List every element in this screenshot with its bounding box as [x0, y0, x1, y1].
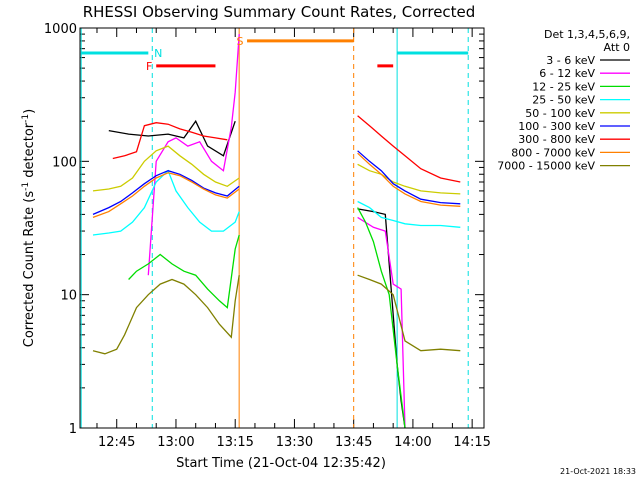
x-axis-label: Start Time (21-Oct-04 12:35:42) [176, 456, 386, 471]
series-line-5 [357, 150, 461, 205]
vertical-markers [80, 28, 469, 428]
y-axis-label: Corrected Count Rate (s-1 detector-1) [21, 109, 37, 347]
legend-label-0: 3 - 6 keV [546, 54, 595, 67]
x-tick-label: 13:30 [276, 435, 313, 450]
y-tick-label: 1000 [44, 22, 77, 37]
series-line-5 [92, 170, 240, 215]
x-tick-label: 12:45 [98, 435, 135, 450]
x-tick-label: 13:15 [216, 435, 253, 450]
x-tick-label: 13:00 [157, 435, 194, 450]
series-line-1 [147, 34, 240, 276]
series-line-6 [112, 122, 228, 160]
series-line-8 [357, 274, 461, 352]
chart-title: RHESSI Observing Summary Count Rates, Co… [83, 3, 476, 21]
series-line-1 [357, 216, 406, 428]
axes: 1 10 100 1000 12:45 13:00 13:15 13:30 13:45 14:00… [44, 22, 491, 450]
series-line-6 [357, 115, 461, 183]
x-tick-label: 14:00 [394, 435, 431, 450]
series-line-7 [92, 172, 240, 219]
x-tick-label: 14:15 [453, 435, 490, 450]
state-bar-label: F [146, 60, 152, 73]
series-line-2 [357, 207, 406, 428]
series-line-0 [108, 119, 236, 157]
series-line-0 [357, 208, 406, 428]
legend-label-8: 7000 - 15000 keV [497, 160, 595, 173]
footer-timestamp: 21-Oct-2021 18:33 [560, 467, 636, 476]
series-line-3 [92, 169, 240, 236]
x-tick-label: 13:45 [335, 435, 372, 450]
series-line-8 [92, 275, 240, 355]
y-tick-label: 1 [69, 422, 77, 437]
legend-label-2: 12 - 25 keV [532, 80, 595, 93]
legend-label-3: 25 - 50 keV [532, 94, 595, 107]
legend-label-6: 300 - 800 keV [518, 133, 595, 146]
series-line-4 [357, 163, 461, 195]
legend-label-4: 50 - 100 keV [525, 107, 595, 120]
state-bar-label: S [237, 35, 244, 48]
y-tick-label: 10 [60, 289, 77, 304]
series-line-7 [357, 152, 461, 207]
series-line-4 [92, 145, 240, 192]
plot-frame [79, 27, 485, 429]
state-bars: NF S [81, 35, 469, 73]
legend-label-7: 800 - 7000 keV [511, 146, 595, 159]
series-lines [92, 34, 461, 428]
y-tick-label: 100 [52, 155, 77, 170]
legend-header-line-2: Att 0 [604, 41, 630, 54]
state-bar-label: N [154, 47, 162, 60]
legend-header-line-1: Det 1,3,4,5,6,9, [544, 28, 630, 41]
legend-label-1: 6 - 12 keV [539, 67, 595, 80]
series-line-2 [128, 234, 240, 309]
legend-label-5: 100 - 300 keV [518, 120, 595, 133]
series-line-3 [357, 200, 461, 228]
